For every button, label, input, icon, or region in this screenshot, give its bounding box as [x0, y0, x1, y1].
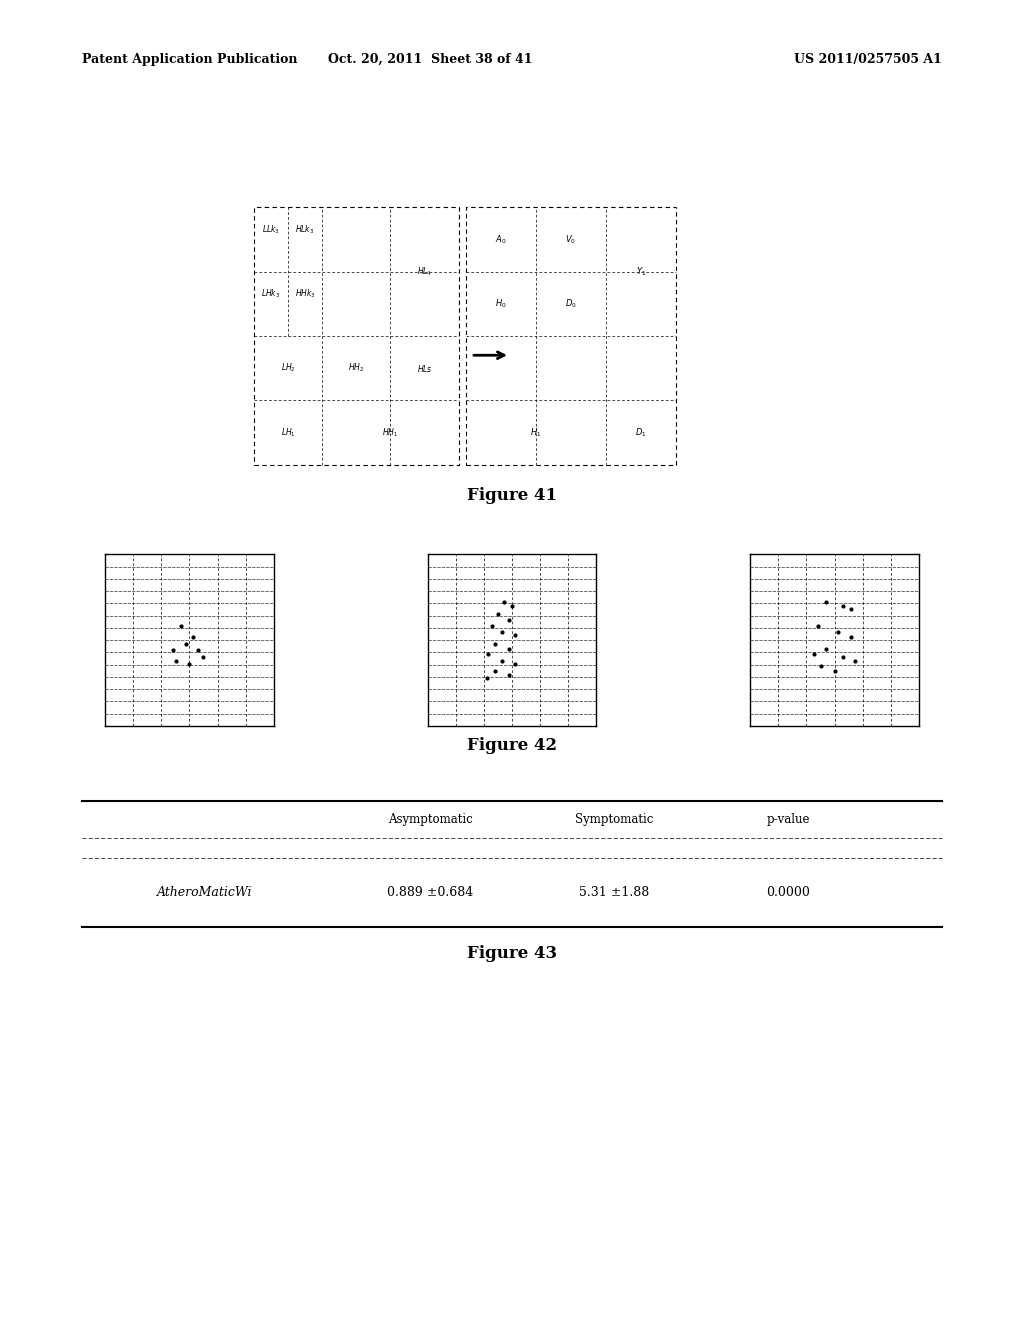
- Text: $A_0$: $A_0$: [496, 234, 507, 246]
- Text: 0.889 ±0.684: 0.889 ±0.684: [387, 886, 473, 899]
- Text: $Y_1$: $Y_1$: [636, 265, 646, 277]
- Text: $HH_2$: $HH_2$: [348, 362, 365, 375]
- Text: $HLk_3$: $HLk_3$: [296, 223, 314, 236]
- Text: $HL_4$: $HL_4$: [417, 265, 432, 277]
- Text: Asymptomatic: Asymptomatic: [388, 813, 472, 826]
- Text: AtheroMaticWi: AtheroMaticWi: [157, 886, 253, 899]
- Text: $LHk_3$: $LHk_3$: [261, 288, 281, 301]
- Text: $HLs$: $HLs$: [417, 363, 432, 374]
- Text: Oct. 20, 2011  Sheet 38 of 41: Oct. 20, 2011 Sheet 38 of 41: [328, 53, 532, 66]
- Text: $LH_1$: $LH_1$: [281, 426, 296, 438]
- Text: $HH_1$: $HH_1$: [382, 426, 398, 438]
- Text: $LLk_3$: $LLk_3$: [262, 223, 280, 236]
- Text: $H_1$: $H_1$: [530, 426, 542, 438]
- Text: p-value: p-value: [767, 813, 810, 826]
- Text: Symptomatic: Symptomatic: [575, 813, 653, 826]
- Text: $LH_2$: $LH_2$: [281, 362, 296, 375]
- Text: $HHk_3$: $HHk_3$: [295, 288, 315, 301]
- Text: US 2011/0257505 A1: US 2011/0257505 A1: [795, 53, 942, 66]
- Text: $D_0$: $D_0$: [565, 297, 577, 310]
- Text: Figure 42: Figure 42: [467, 738, 557, 754]
- Text: Figure 41: Figure 41: [467, 487, 557, 503]
- Text: $V_0$: $V_0$: [565, 234, 577, 246]
- Text: 0.0000: 0.0000: [767, 886, 810, 899]
- Text: 5.31 ±1.88: 5.31 ±1.88: [580, 886, 649, 899]
- Text: $H_0$: $H_0$: [495, 297, 507, 310]
- Text: Figure 43: Figure 43: [467, 945, 557, 961]
- Text: $D_1$: $D_1$: [635, 426, 646, 438]
- Text: Patent Application Publication: Patent Application Publication: [82, 53, 297, 66]
